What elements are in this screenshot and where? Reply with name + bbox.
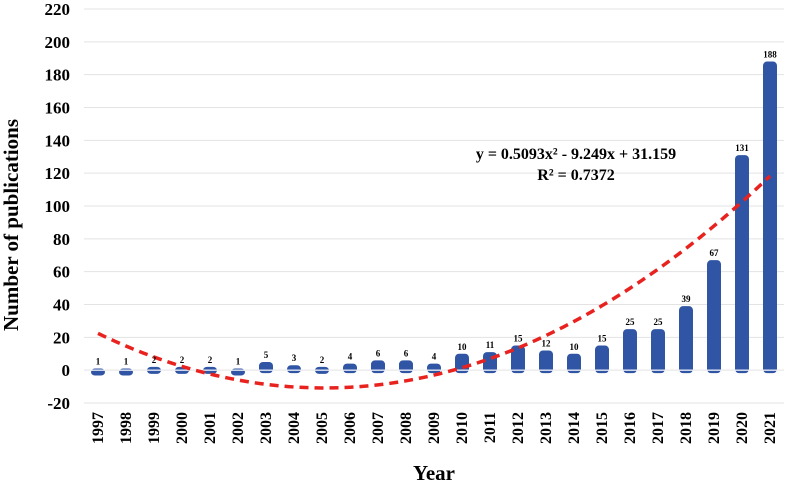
x-tick-label: 2001 — [202, 412, 219, 444]
data-label: 10 — [458, 342, 468, 352]
x-tick-label: 2002 — [230, 412, 247, 444]
data-label: 11 — [486, 340, 495, 350]
data-label: 4 — [348, 352, 353, 362]
trendline-r-squared: R² = 0.7372 — [537, 167, 614, 184]
y-tick-label: 40 — [53, 296, 70, 315]
y-tick-label: 0 — [62, 361, 71, 380]
data-label: 67 — [710, 248, 720, 258]
y-tick-label: 100 — [45, 197, 71, 216]
data-label: 2 — [208, 355, 213, 365]
y-tick-label: 200 — [45, 33, 71, 52]
data-label: 6 — [404, 348, 409, 358]
x-tick-label: 2009 — [426, 412, 443, 444]
bar — [707, 260, 721, 374]
x-tick-label: 2021 — [762, 412, 779, 444]
y-tick-label: 220 — [45, 0, 71, 19]
y-tick-label: -20 — [47, 394, 70, 413]
data-label: 15 — [514, 334, 524, 344]
x-tick-label: 2004 — [286, 412, 303, 444]
y-tick-label: 20 — [53, 328, 70, 347]
bar — [735, 155, 749, 374]
data-label: 1 — [96, 357, 101, 367]
bar — [259, 361, 273, 374]
x-tick-label: 2006 — [342, 412, 359, 444]
x-tick-label: 1999 — [146, 412, 163, 444]
x-tick-label: 2017 — [650, 412, 667, 444]
y-tick-label: 80 — [53, 230, 70, 249]
data-label: 25 — [626, 317, 636, 327]
bar — [679, 306, 693, 374]
data-label: 188 — [763, 50, 777, 60]
y-tick-label: 60 — [53, 263, 70, 282]
data-label: 4 — [432, 352, 437, 362]
bar — [539, 350, 553, 374]
y-tick-label: 120 — [45, 164, 71, 183]
trendline-equation: y = 0.5093x² - 9.249x + 31.159 — [476, 146, 676, 163]
bar — [623, 329, 637, 374]
x-axis-ticks: 1997 1998 1999 2000 2001 2002 2003 2004 2005 2006… — [90, 412, 779, 444]
data-label: 2 — [320, 355, 325, 365]
gridlines — [84, 8, 784, 404]
x-tick-label: 2005 — [314, 412, 331, 444]
x-tick-label: 2016 — [622, 412, 639, 444]
x-tick-label: 2008 — [398, 412, 415, 444]
data-label: 1 — [124, 357, 129, 367]
bar — [287, 365, 301, 374]
y-tick-label: 180 — [45, 66, 71, 85]
y-axis-ticks: -20 0 20 40 60 80 100 120 140 160 180 200 220 — [45, 0, 71, 413]
x-tick-label: 2003 — [258, 412, 275, 444]
y-tick-label: 140 — [45, 131, 71, 150]
bar — [651, 329, 665, 374]
x-tick-label: 1998 — [118, 412, 135, 444]
data-label: 2 — [152, 355, 157, 365]
x-tick-label: 2020 — [734, 412, 751, 444]
bars — [91, 61, 777, 376]
x-tick-label: 2013 — [538, 412, 555, 444]
data-label: 6 — [376, 348, 381, 358]
bar — [595, 345, 609, 374]
y-tick-label: 160 — [45, 99, 71, 118]
x-tick-label: 2019 — [706, 412, 723, 444]
data-label: 3 — [292, 353, 297, 363]
bar — [567, 353, 581, 374]
x-tick-label: 2010 — [454, 412, 471, 444]
x-tick-label: 2014 — [566, 412, 583, 444]
data-label: 15 — [598, 334, 608, 344]
x-tick-label: 1997 — [90, 412, 107, 444]
x-tick-label: 2000 — [174, 412, 191, 444]
trendline-group — [97, 174, 772, 390]
bar — [399, 360, 413, 374]
data-label: 2 — [180, 355, 185, 365]
data-label: 12 — [542, 338, 552, 348]
data-label: 25 — [654, 317, 664, 327]
bar — [371, 360, 385, 374]
trendline — [97, 174, 772, 390]
bar — [343, 363, 357, 374]
data-label: 131 — [735, 143, 749, 153]
x-tick-label: 2012 — [510, 412, 527, 444]
bar — [511, 345, 525, 374]
bar — [763, 61, 777, 374]
bar — [427, 363, 441, 374]
data-label: 39 — [682, 294, 692, 304]
data-label: 5 — [264, 350, 269, 360]
x-axis-title: Year — [413, 461, 455, 485]
x-tick-label: 2011 — [482, 412, 499, 443]
x-tick-label: 2018 — [678, 412, 695, 444]
data-label: 1 — [236, 357, 241, 367]
x-tick-label: 2015 — [594, 412, 611, 444]
data-label: 10 — [570, 342, 580, 352]
x-tick-label: 2007 — [370, 412, 387, 444]
y-axis-title: Number of publications — [0, 119, 23, 331]
